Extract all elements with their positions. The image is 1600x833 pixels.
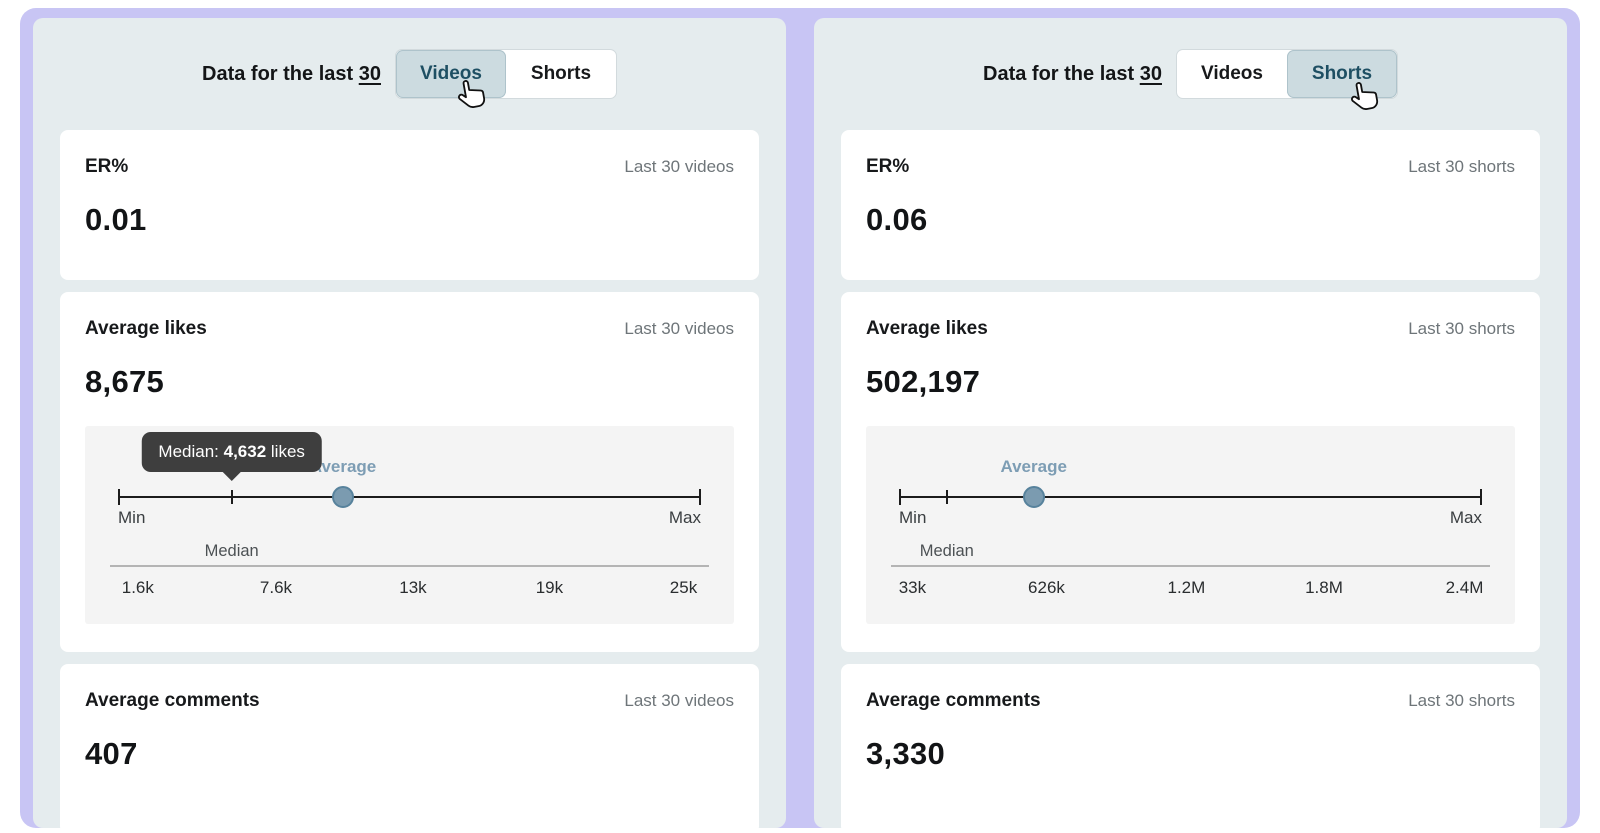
- comments-title: Average comments: [866, 690, 1041, 711]
- comments-value: 407: [85, 736, 138, 771]
- average-comments-card: Average comments Last 30 videos 407: [60, 664, 759, 828]
- er-title: ER%: [85, 156, 129, 177]
- likes-title: Average likes: [85, 318, 207, 339]
- er-title: ER%: [866, 156, 910, 177]
- median-marker[interactable]: [945, 490, 948, 504]
- comments-title: Average comments: [85, 690, 260, 711]
- median-marker[interactable]: [230, 490, 233, 504]
- scale-tick-label: 7.6k: [259, 578, 293, 597]
- median-tooltip-suffix: likes: [266, 442, 305, 461]
- likes-title: Average likes: [866, 318, 988, 339]
- comparison-background: Data for the last 30 Videos Shorts ER% L…: [20, 8, 1580, 828]
- min-label: Min: [899, 508, 927, 527]
- likes-context: Last 30 shorts: [1408, 319, 1515, 338]
- median-label: Median: [204, 542, 259, 560]
- likes-distribution: Median: 4,632 likes Average Min Max Medi…: [85, 426, 734, 624]
- videos-panel: Data for the last 30 Videos Shorts ER% L…: [33, 18, 786, 828]
- videos-panel-header: Data for the last 30 Videos Shorts: [60, 18, 759, 130]
- median-tooltip-prefix: Median:: [158, 442, 224, 461]
- average-marker[interactable]: [1022, 486, 1045, 508]
- period-label: Data for the last 30: [983, 63, 1162, 86]
- scale-tick-label: 626k: [1028, 578, 1065, 597]
- period-count[interactable]: 30: [1139, 62, 1162, 85]
- er-value: 0.01: [85, 202, 147, 237]
- average-marker[interactable]: [332, 486, 355, 508]
- shorts-panel: Data for the last 30 Videos Shorts ER% L…: [814, 18, 1567, 828]
- content-type-toggle: Videos Shorts: [394, 49, 617, 108]
- scale-tick-label: 1.6k: [121, 578, 154, 597]
- scale-tick-label: 2.4M: [1445, 578, 1484, 597]
- median-tooltip-value: 4,632: [223, 442, 267, 461]
- likes-value: 502,197: [866, 364, 981, 399]
- scale-tick-label: 13k: [399, 578, 427, 597]
- shorts-panel-header: Data for the last 30 Videos Shorts: [841, 18, 1540, 130]
- comments-context: Last 30 videos: [624, 691, 734, 710]
- er-value: 0.06: [866, 202, 928, 237]
- period-label: Data for the last 30: [202, 63, 381, 86]
- comments-context: Last 30 shorts: [1408, 691, 1515, 710]
- scale-tick-label: 33k: [898, 578, 927, 597]
- videos-tab[interactable]: Videos: [395, 50, 506, 98]
- min-label: Min: [118, 508, 146, 527]
- scale-divider: [110, 565, 709, 567]
- scale-tick-label: 1.8M: [1305, 578, 1343, 597]
- content-type-toggle: Videos Shorts: [1175, 49, 1398, 110]
- average-label: Average: [1000, 457, 1067, 476]
- videos-tab[interactable]: Videos: [1201, 63, 1263, 84]
- period-prefix: Data for the last: [202, 62, 354, 85]
- scale-tick-label: 1.2M: [1167, 578, 1206, 597]
- likes-distribution: Average Min Max Median 33k 626k 1.2M 1.8…: [866, 426, 1515, 624]
- median-tooltip: Median: 4,632 likes: [141, 432, 322, 472]
- er-card: ER% Last 30 shorts 0.06: [841, 130, 1540, 280]
- er-context: Last 30 shorts: [1408, 157, 1515, 176]
- shorts-metric-cards: ER% Last 30 shorts 0.06 Average likes La…: [841, 130, 1540, 828]
- average-likes-card: Average likes Last 30 videos 8,675 Media…: [60, 292, 759, 652]
- median-label: Median: [919, 542, 974, 560]
- comments-value: 3,330: [866, 736, 946, 771]
- scale-tick-label: 19k: [535, 578, 564, 597]
- shorts-tab[interactable]: Shorts: [1286, 50, 1397, 98]
- likes-value: 8,675: [85, 364, 165, 399]
- er-context: Last 30 videos: [624, 157, 734, 176]
- likes-context: Last 30 videos: [624, 319, 734, 338]
- max-label: Max: [1449, 508, 1482, 527]
- scale-divider: [891, 565, 1490, 567]
- range-track: [899, 486, 1482, 508]
- scale-tick-label: 25k: [669, 578, 698, 597]
- videos-metric-cards: ER% Last 30 videos 0.01 Average likes La…: [60, 130, 759, 828]
- range-track: [118, 486, 701, 508]
- max-label: Max: [668, 508, 701, 527]
- shorts-tab[interactable]: Shorts: [530, 63, 592, 84]
- er-card: ER% Last 30 videos 0.01: [60, 130, 759, 280]
- average-likes-card: Average likes Last 30 shorts 502,197 Ave…: [841, 292, 1540, 652]
- period-prefix: Data for the last: [983, 62, 1135, 85]
- period-count[interactable]: 30: [358, 62, 381, 85]
- average-label: Average: [309, 457, 377, 476]
- average-comments-card: Average comments Last 30 shorts 3,330: [841, 664, 1540, 828]
